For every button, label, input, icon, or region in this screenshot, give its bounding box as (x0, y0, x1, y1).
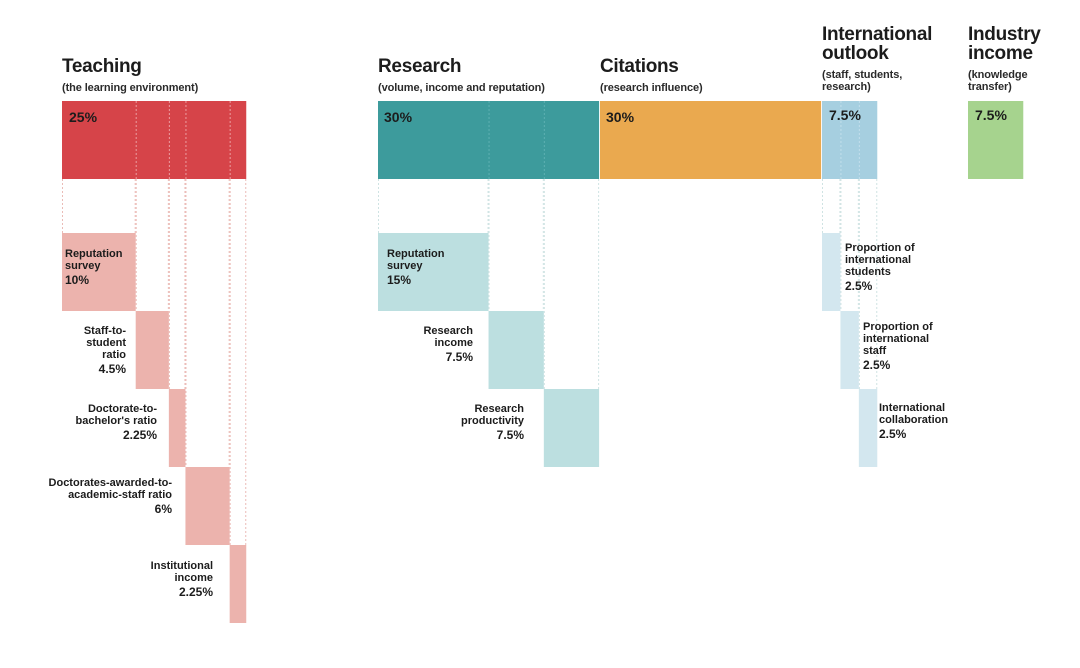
teaching-component-bar (168, 389, 186, 467)
international-component-label: Proportion of international staff 2.5% (863, 321, 953, 371)
teaching-title: Teaching (62, 56, 142, 77)
teaching-component-label: Doctorates-awarded-to-academic-staff rat… (46, 477, 172, 515)
component-value: 10% (65, 273, 90, 287)
component-value: 6% (154, 502, 172, 516)
industry-main-bar (968, 101, 1024, 179)
component-value: 2.25% (178, 585, 213, 599)
component-value: 7.5% (496, 428, 524, 442)
industry-title: Industry income (968, 24, 1041, 64)
research-component-bar (543, 389, 600, 467)
teaching-component-bar (185, 467, 230, 545)
teaching-component-label: Staff-to-student ratio 4.5% (60, 325, 126, 375)
international-component-label: Proportion of international students 2.5… (845, 242, 937, 292)
research-component-label: Reputation survey 15% (387, 248, 467, 286)
component-name: Staff-to-student ratio (83, 325, 126, 361)
international-main-bar (822, 101, 878, 179)
citations-main-bar (600, 101, 822, 179)
component-value: 2.5% (879, 427, 907, 441)
teaching-component-bar (229, 545, 247, 623)
teaching-component-label: Doctorate-to-bachelor's ratio 2.25% (62, 403, 157, 441)
teaching-subtitle: (the learning environment) (62, 82, 199, 94)
component-name: Institutional income (150, 560, 213, 584)
international-component-bar (858, 389, 878, 467)
component-name: Proportion of international students (845, 242, 915, 278)
international-component-label: International collaboration 2.5% (879, 402, 969, 440)
research-weight-label: 30% (384, 109, 413, 125)
industry-weight-label: 7.5% (975, 107, 1007, 123)
citations-title: Citations (600, 56, 679, 77)
international-component-bar (840, 311, 859, 389)
component-name: Proportion of international staff (863, 321, 933, 357)
component-value: 2.5% (845, 279, 873, 293)
research-subtitle: (volume, income and reputation) (378, 82, 545, 94)
industry-subtitle: (knowledge transfer) (968, 69, 1028, 93)
teaching-component-label: Institutional income 2.25% (128, 560, 213, 598)
teaching-component-label: Reputation survey 10% (65, 248, 131, 286)
teaching-component-bar (135, 311, 169, 389)
research-component-bar (378, 233, 489, 311)
component-name: Reputation survey (65, 248, 123, 272)
component-value: 15% (387, 273, 412, 287)
component-name: Doctorate-to-bachelor's ratio (75, 403, 157, 427)
international-component-bar (822, 233, 841, 311)
component-value: 2.25% (122, 428, 157, 442)
component-value: 4.5% (98, 362, 126, 376)
component-name: Research productivity (461, 403, 524, 427)
citations-weight-label: 30% (606, 109, 635, 125)
research-component-label: Research productivity 7.5% (440, 403, 524, 441)
component-value: 7.5% (445, 350, 473, 364)
component-name: Reputation survey (387, 248, 445, 272)
citations-subtitle: (research influence) (600, 82, 703, 94)
research-title: Research (378, 56, 462, 77)
teaching-weight-label: 25% (69, 109, 98, 125)
component-value: 2.5% (863, 358, 891, 372)
component-name: Research income (423, 325, 473, 349)
international-weight-label: 7.5% (829, 107, 861, 123)
teaching-component-bar (62, 233, 136, 311)
international-subtitle: (staff, students, research) (822, 69, 903, 93)
component-name: International collaboration (879, 402, 949, 426)
research-component-label: Research income 7.5% (400, 325, 473, 363)
international-title: International outlook (822, 24, 933, 64)
research-component-bar (488, 311, 544, 389)
teaching-main-bar (62, 101, 247, 179)
component-name: Doctorates-awarded-to-academic-staff rat… (48, 477, 172, 501)
